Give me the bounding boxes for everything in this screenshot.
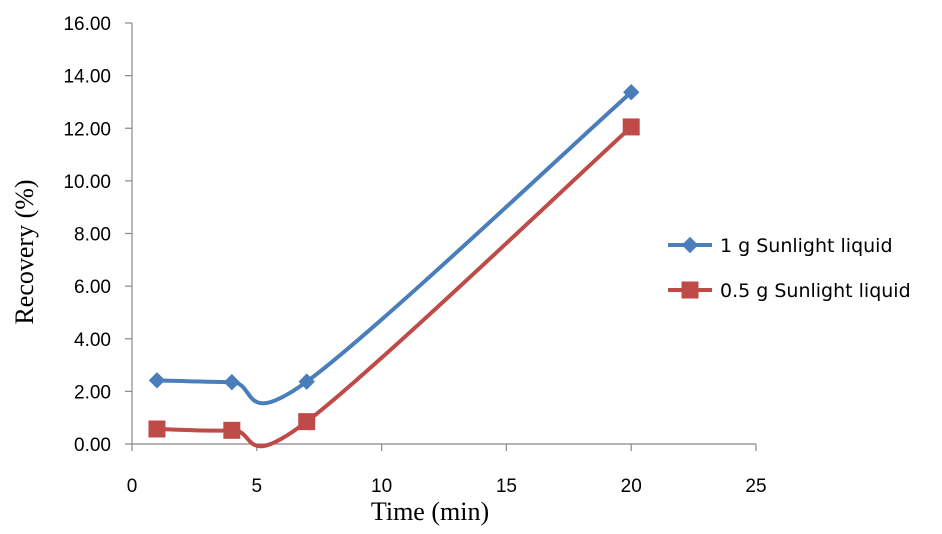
y-tick-label: 14.00 <box>63 67 111 88</box>
legend-marker <box>681 236 699 254</box>
x-tick-label: 5 <box>252 476 263 497</box>
y-tick-label: 12.00 <box>63 119 111 140</box>
x-tick-label: 10 <box>371 476 392 497</box>
data-point <box>148 372 166 389</box>
x-tick-label: 0 <box>127 476 138 497</box>
data-point <box>298 373 315 390</box>
series-line <box>156 125 633 449</box>
series-1 <box>148 83 640 406</box>
data-point <box>223 421 241 439</box>
data-point <box>622 83 640 101</box>
legend: 1 g Sunlight liquid 0.5 g Sunlight liquid <box>668 235 911 302</box>
legend-marker <box>681 281 699 299</box>
legend-item: 1 g Sunlight liquid <box>668 235 893 257</box>
series-line <box>156 90 633 406</box>
series-2 <box>148 118 640 449</box>
data-point <box>223 373 241 391</box>
y-tick-label: 0.00 <box>74 435 111 456</box>
series-layer <box>148 83 640 449</box>
x-tick-label: 20 <box>621 476 642 497</box>
y-tick-label: 2.00 <box>74 382 111 403</box>
data-point <box>622 118 640 136</box>
y-axis-ticks: 0.00 2.00 4.00 6.00 8.00 10.00 12.00 14.00 16.00 <box>63 14 132 456</box>
y-tick-label: 6.00 <box>74 277 111 298</box>
x-axis-title: Time (min) <box>371 497 489 526</box>
y-tick-label: 4.00 <box>74 330 111 351</box>
legend-label: 1 g Sunlight liquid <box>720 235 893 257</box>
y-tick-label: 8.00 <box>74 225 111 246</box>
legend-item: 0.5 g Sunlight liquid <box>668 280 911 302</box>
x-tick-label: 25 <box>745 476 766 497</box>
y-tick-label: 16.00 <box>63 14 111 35</box>
data-point <box>148 420 166 438</box>
x-tick-label: 15 <box>496 476 517 497</box>
y-tick-label: 10.00 <box>63 172 111 193</box>
legend-label: 0.5 g Sunlight liquid <box>720 280 911 302</box>
y-axis-title: Recovery (%) <box>10 179 39 324</box>
data-point <box>298 413 316 431</box>
x-axis-ticks: 0 5 10 15 20 25 <box>127 444 767 497</box>
